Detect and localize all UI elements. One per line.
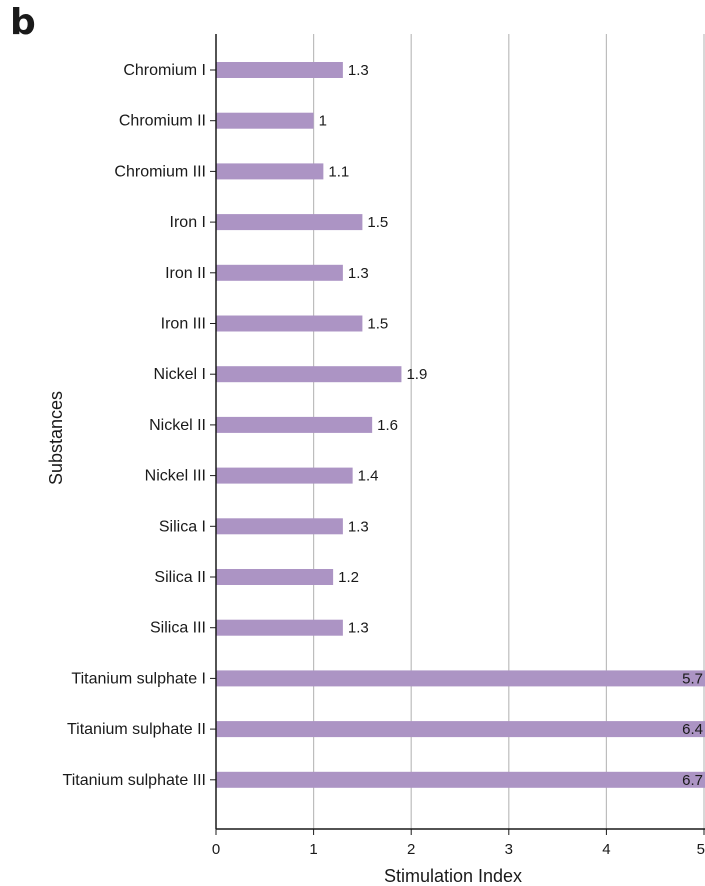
category-label: Iron III <box>161 316 206 333</box>
category-label: Chromium II <box>119 113 206 130</box>
labels: Chromium I 1.3 Chromium II 1 Chromium III 1.1… <box>63 62 705 858</box>
value-label: 1.1 <box>328 163 349 180</box>
value-label: 6.7 <box>682 772 703 789</box>
bar <box>216 214 363 231</box>
bar <box>216 670 705 687</box>
bar <box>216 721 705 738</box>
x-axis-title: Stimulation Index <box>384 866 522 886</box>
x-tick-label: 4 <box>602 841 610 858</box>
category-label: Nickel III <box>145 468 206 485</box>
bar <box>216 62 343 78</box>
category-label: Chromium I <box>123 62 206 79</box>
value-label: 6.4 <box>682 721 703 738</box>
value-label: 1.3 <box>348 518 369 535</box>
bar <box>216 315 363 332</box>
panel-label: b <box>10 2 36 43</box>
y-axis-title: Substances <box>46 391 66 485</box>
bar <box>216 366 402 383</box>
category-label: Iron I <box>170 214 206 231</box>
category-label: Silica I <box>159 518 206 535</box>
bar <box>216 416 373 433</box>
bar <box>216 112 314 129</box>
bar <box>216 569 334 585</box>
value-label: 1.4 <box>358 468 379 485</box>
value-label: 1.2 <box>338 569 359 586</box>
category-label: Silica II <box>154 569 206 586</box>
x-tick-label: 5 <box>697 841 705 858</box>
x-tick-label: 0 <box>212 841 220 858</box>
category-label: Iron II <box>165 265 206 282</box>
value-label: 1.5 <box>367 316 388 333</box>
value-label: 1.3 <box>348 265 369 282</box>
category-label: Titanium sulphate II <box>67 721 206 738</box>
category-label: Titanium sulphate I <box>71 670 206 687</box>
bar <box>216 619 343 636</box>
value-label: 5.7 <box>682 670 703 687</box>
axes <box>210 34 705 835</box>
category-label: Nickel II <box>149 417 206 434</box>
x-tick-label: 2 <box>407 841 415 858</box>
bar <box>216 467 353 484</box>
x-tick-label: 3 <box>505 841 513 858</box>
x-tick-label: 1 <box>309 841 317 858</box>
category-label: Chromium III <box>114 163 206 180</box>
bar <box>216 264 343 281</box>
bars <box>216 62 705 788</box>
category-label: Nickel I <box>154 366 206 383</box>
category-label: Titanium sulphate III <box>63 772 206 789</box>
category-label: Silica III <box>150 620 206 637</box>
value-label: 1.5 <box>367 214 388 231</box>
bar <box>216 163 324 180</box>
value-label: 1.3 <box>348 620 369 637</box>
bar <box>216 518 343 535</box>
value-label: 1.6 <box>377 417 398 434</box>
bar <box>216 771 705 788</box>
value-label: 1 <box>319 113 327 130</box>
value-label: 1.3 <box>348 62 369 79</box>
value-label: 1.9 <box>406 366 427 383</box>
